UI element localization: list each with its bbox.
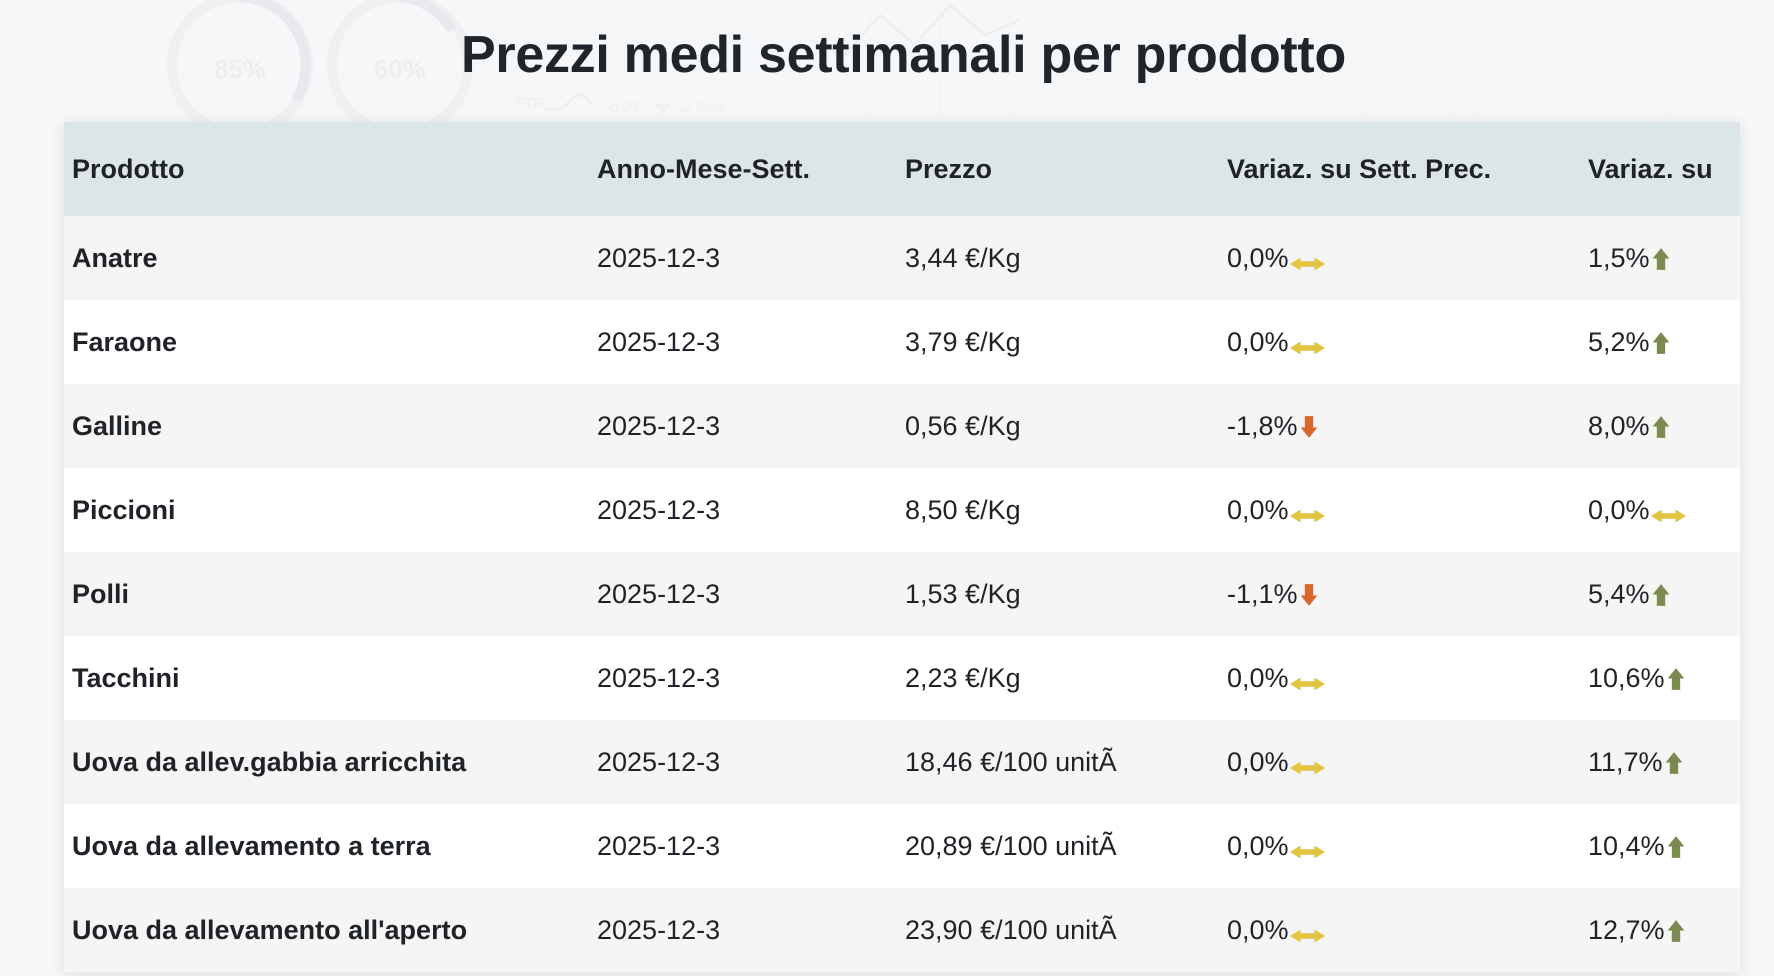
- svg-text:85%: 85%: [214, 54, 266, 84]
- svg-text:-2.34%: -2.34%: [678, 99, 726, 116]
- svg-text:60%: 60%: [374, 54, 426, 84]
- svg-text:-0.23: -0.23: [605, 99, 639, 116]
- svg-text:FTR: FTR: [515, 95, 544, 112]
